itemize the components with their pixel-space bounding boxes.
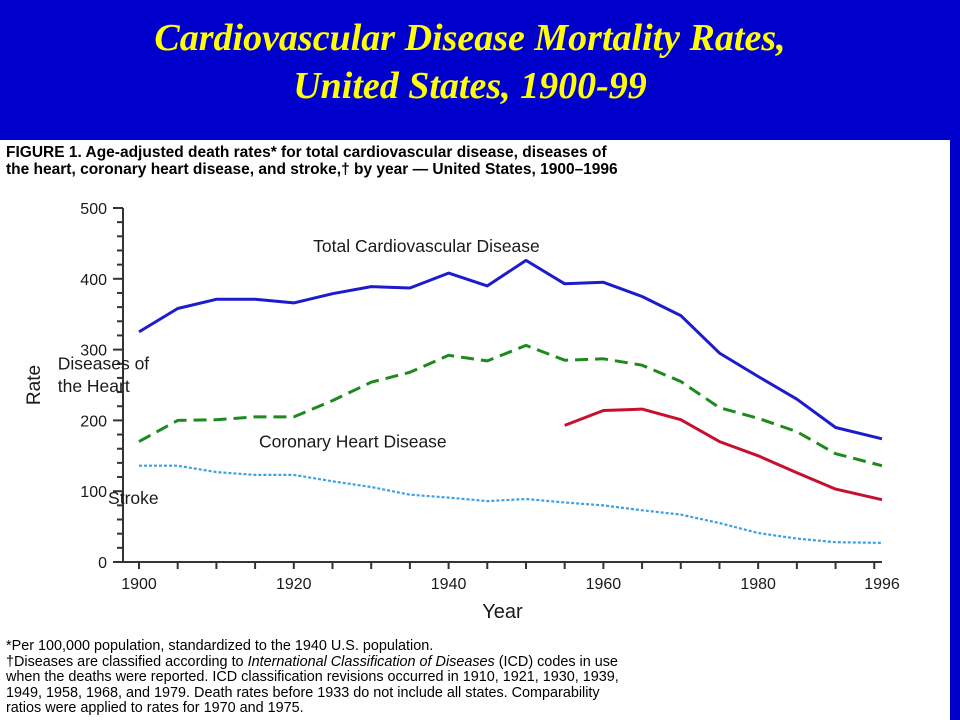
annotation-coronary-heart-disease: Coronary Heart Disease bbox=[259, 431, 447, 451]
series-line-stroke bbox=[139, 464, 883, 544]
slide-title-line-2: United States, 1900-99 bbox=[293, 65, 647, 107]
slide-edge-bar bbox=[950, 140, 960, 720]
x-tick-label: 1980 bbox=[740, 576, 776, 593]
figure-caption-line-2: the heart, coronary heart disease, and s… bbox=[6, 161, 618, 178]
series-line-coronary-heart-disease bbox=[564, 407, 883, 502]
footnotes: *Per 100,000 population, standardized to… bbox=[6, 638, 946, 717]
footnote-icd-line-2: when the deaths were reported. ICD class… bbox=[6, 669, 619, 685]
chart-axes bbox=[122, 208, 882, 563]
footnote-icd-suffix: (ICD) codes in use bbox=[494, 653, 618, 670]
slide-title: Cardiovascular Disease Mortality Rates, … bbox=[0, 14, 940, 110]
y-tick-label: 0 bbox=[98, 555, 107, 572]
series-line-diseases-of-the-heart bbox=[138, 343, 883, 468]
x-tick-label: 1920 bbox=[276, 576, 312, 593]
y-tick-label: 100 bbox=[80, 484, 107, 501]
x-tick-label: 1996 bbox=[864, 576, 900, 593]
footnote-icd-line-1: †Diseases are classified according to In… bbox=[6, 653, 946, 671]
x-tick-label: 1900 bbox=[121, 576, 157, 593]
y-tick-label: 200 bbox=[80, 413, 107, 430]
footnote-icd-title: International Classification of Diseases bbox=[247, 653, 495, 670]
annotation-the-heart: the Heart bbox=[58, 376, 130, 396]
footnote-icd-line-3: 1949, 1958, 1968, and 1979. Death rates … bbox=[6, 684, 600, 701]
footnote-per-population: *Per 100,000 population, standardized to… bbox=[6, 638, 434, 654]
annotation-layer: Total Cardiovascular Disease Diseases of t… bbox=[58, 236, 540, 508]
y-tick-label: 400 bbox=[80, 272, 107, 289]
annotation-diseases-of: Diseases of bbox=[58, 353, 150, 373]
figure-panel: FIGURE 1. Age-adjusted death rates* for … bbox=[0, 140, 950, 720]
x-tick-label: 1940 bbox=[431, 576, 467, 593]
series-line-total-cardiovascular-disease bbox=[138, 258, 883, 441]
series-layer bbox=[138, 258, 883, 544]
annotation-total-cardiovascular-disease: Total Cardiovascular Disease bbox=[313, 236, 540, 256]
footnote-icd-prefix: †Diseases are classified according to bbox=[6, 653, 248, 670]
line-chart: 0 100 200 300 400 500 1900 1920 1940 1960 1980 1996… bbox=[24, 201, 900, 623]
y-tick-label: 300 bbox=[80, 343, 107, 360]
y-tick-label: 500 bbox=[80, 201, 107, 218]
slide-title-line-1: Cardiovascular Disease Mortality Rates, bbox=[154, 17, 786, 59]
axis-ticks: 0 100 200 300 400 500 1900 1920 1940 1960 1980 1996 bbox=[80, 201, 900, 593]
figure-caption: FIGURE 1. Age-adjusted death rates* for … bbox=[6, 144, 946, 178]
x-axis-title: Year bbox=[482, 601, 523, 623]
footnote-icd-line-4: ratios were applied to rates for 1970 an… bbox=[6, 700, 304, 716]
figure-caption-line-1: FIGURE 1. Age-adjusted death rates* for … bbox=[6, 144, 607, 161]
x-tick-label: 1960 bbox=[586, 576, 622, 593]
annotation-stroke: Stroke bbox=[108, 488, 159, 508]
y-axis-title: Rate bbox=[24, 365, 45, 405]
